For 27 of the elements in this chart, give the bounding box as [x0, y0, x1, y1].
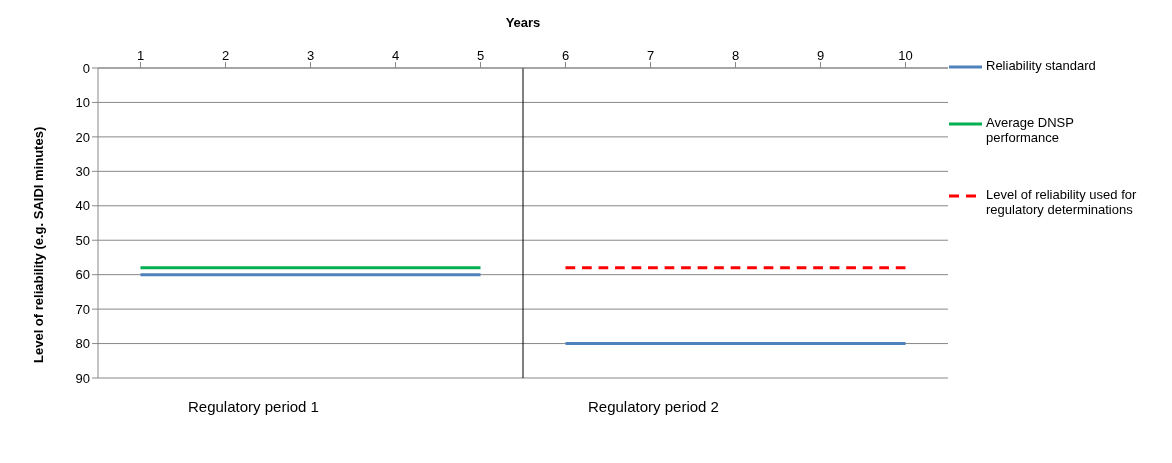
x-tick-label: 9: [816, 48, 825, 63]
y-tick-label: 40: [75, 198, 90, 214]
text: Regulatory period 1: [188, 398, 319, 415]
x-tick-label: 4: [391, 48, 400, 63]
x-tick-label: 2: [221, 48, 230, 63]
y-tick-label: 60: [75, 267, 90, 283]
text: Regulatory period 2: [588, 398, 719, 415]
legend-label: Average DNSP performance: [986, 115, 1075, 145]
y-axis-title: Level of reliability (e.g. SAIDI minutes): [30, 126, 46, 363]
x-tick-label: 8: [731, 48, 740, 63]
x-tick-label: 7: [646, 48, 655, 63]
x-tick-label: 1: [136, 48, 145, 63]
legend-label: Level of reliability used for regulatory determinations: [986, 187, 1138, 217]
y-tick-label: 30: [75, 163, 90, 179]
x-tick-label: 10: [898, 48, 913, 63]
x-tick-label: 3: [306, 48, 315, 63]
y-tick-label: 90: [75, 370, 90, 386]
x-tick-label: 5: [476, 48, 485, 63]
y-tick-label: 70: [75, 301, 90, 317]
y-tick-label: 0: [82, 60, 90, 76]
y-tick-label: 20: [75, 129, 90, 145]
x-tick-label: 6: [561, 48, 570, 63]
y-tick-label: 10: [75, 95, 90, 111]
legend-label: Reliability standard: [986, 58, 1096, 73]
y-tick-label: 50: [75, 232, 90, 248]
x-axis-title: Years: [505, 15, 541, 31]
y-tick-label: 80: [75, 336, 90, 352]
